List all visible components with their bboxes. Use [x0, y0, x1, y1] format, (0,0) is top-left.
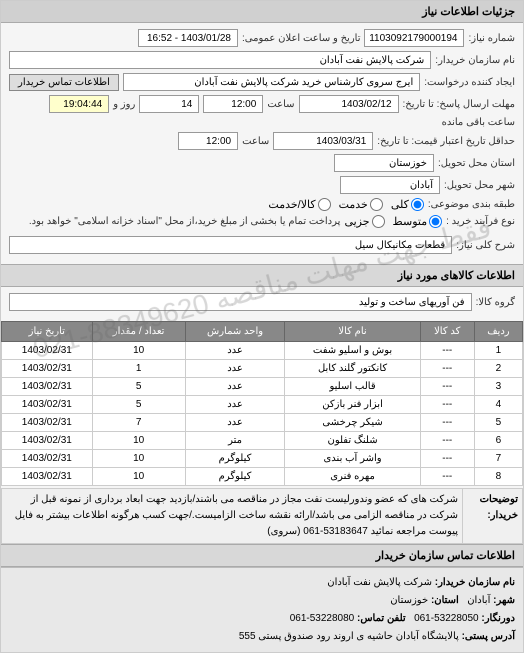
- table-row: 3---قالب اسلیوعدد51403/02/31: [2, 378, 523, 396]
- remain-time-field: 19:04:44: [49, 95, 109, 113]
- buyer-org-field: شرکت پالایش نفت آبادان: [9, 51, 431, 69]
- page-title: جزئیات اطلاعات نیاز: [1, 1, 523, 23]
- deadline-time-field: 12:00: [203, 95, 263, 113]
- group-goods-field: فن آوریهای ساخت و تولید: [9, 293, 472, 311]
- day-value-field: 14: [139, 95, 199, 113]
- items-section-title: اطلاعات کالاهای مورد نیاز: [1, 264, 523, 287]
- time-label-1: ساعت: [267, 99, 294, 110]
- footer-info: نام سازمان خریدار: شرکت پالایش نفت آبادا…: [1, 567, 523, 652]
- table-row: 2---کانکتور گلند کابلعدد11403/02/31: [2, 360, 523, 378]
- footer-title: اطلاعات تماس سازمان خریدار: [1, 544, 523, 567]
- table-header: کد کالا: [420, 322, 474, 342]
- table-row: 4---ابزار فنر بازکنعدد51403/02/31: [2, 396, 523, 414]
- process-radio-group: متوسط جزیی: [344, 215, 442, 228]
- explain-label: توضیحات خریدار:: [463, 489, 523, 544]
- radio-all[interactable]: کلی: [391, 198, 424, 211]
- request-no-label: شماره نیاز:: [468, 33, 515, 44]
- desc-label: شرح کلی نیاز:: [456, 240, 515, 251]
- province-label: استان محل تحویل:: [438, 158, 515, 169]
- buyer-org-label: نام سازمان خریدار:: [435, 55, 515, 66]
- table-row: 6---شلنگ تفلونمتر101403/02/31: [2, 432, 523, 450]
- requester-label: ایجاد کننده درخواست:: [424, 77, 515, 88]
- time-label-2: ساعت: [242, 136, 269, 147]
- process-label: نوع فرآیند خرید :: [446, 216, 515, 227]
- group-radio-group: کلی خدمت کالا/خدمت: [268, 198, 424, 211]
- table-header: نام کالا: [285, 322, 420, 342]
- items-table: ردیفکد کالانام کالاواحد شمارشتعداد / مقد…: [1, 321, 523, 486]
- radio-service[interactable]: خدمت: [339, 198, 383, 211]
- validity-label: حداقل تاریخ اعتبار قیمت: تا تاریخ:: [377, 136, 515, 147]
- deadline-date-field: 1403/02/12: [299, 95, 399, 113]
- radio-medium[interactable]: متوسط: [393, 215, 443, 228]
- announce-field: 1403/01/28 - 16:52: [138, 29, 238, 47]
- table-row: 8---مهره فنریکیلوگرم101403/02/31: [2, 468, 523, 486]
- table-header: واحد شمارش: [185, 322, 285, 342]
- process-note: پرداخت تمام یا بخشی از مبلغ خرید،از محل …: [9, 216, 340, 227]
- explain-text: شرکت های که عضو وندورلیست نفت مجاز در من…: [2, 489, 463, 544]
- desc-field: قطعات مکانیکال سیل: [9, 236, 452, 254]
- table-header: ردیف: [474, 322, 522, 342]
- table-row: 1---بوش و اسلیو شفتعدد101403/02/31: [2, 342, 523, 360]
- city-label: شهر محل تحویل:: [444, 180, 515, 191]
- validity-date-field: 1403/03/31: [273, 132, 373, 150]
- request-no-field: 1103092179000194: [364, 29, 464, 47]
- group-goods-label: گروه کالا:: [476, 297, 515, 308]
- remain-label: ساعت باقی مانده: [442, 117, 515, 128]
- deadline-label: مهلت ارسال پاسخ: تا تاریخ:: [403, 99, 515, 110]
- table-header: تعداد / مقدار: [92, 322, 185, 342]
- contact-button[interactable]: اطلاعات تماس خریدار: [9, 74, 119, 91]
- table-row: 7---واشر آب بندیکیلوگرم101403/02/31: [2, 450, 523, 468]
- validity-time-field: 12:00: [178, 132, 238, 150]
- table-header: تاریخ نیاز: [2, 322, 93, 342]
- announce-label: تاریخ و ساعت اعلان عمومی:: [242, 33, 361, 44]
- table-row: 5---شیکر چرخشیعدد71403/02/31: [2, 414, 523, 432]
- requester-field: ایرج سروی کارشناس خرید شرکت پالایش نفت آ…: [123, 73, 420, 91]
- radio-goods[interactable]: کالا/خدمت: [268, 198, 330, 211]
- radio-partial[interactable]: جزیی: [344, 215, 384, 228]
- province-field: خوزستان: [334, 154, 434, 172]
- city-field: آبادان: [340, 176, 440, 194]
- day-label: روز و: [113, 99, 135, 110]
- group-type-label: طبقه بندی موضوعی:: [428, 199, 515, 210]
